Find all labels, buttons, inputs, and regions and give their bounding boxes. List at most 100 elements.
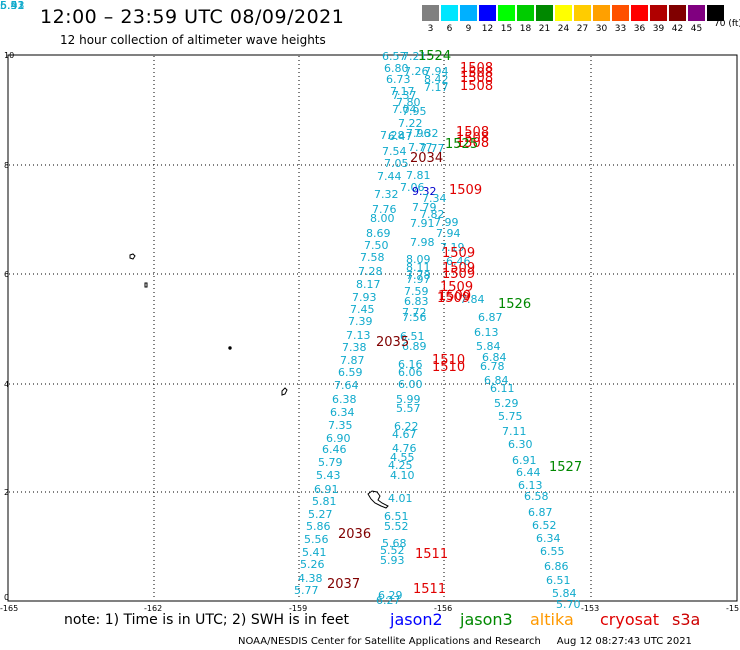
legend-swatch — [517, 5, 534, 21]
wave-height-value: 7.76 — [372, 203, 397, 216]
legend-swatch-label: 15 — [500, 24, 513, 34]
wave-height-value: 6.30 — [508, 438, 533, 451]
wave-height-value: 5.86 — [306, 520, 331, 533]
pass-time-label: 1508 — [460, 66, 494, 81]
satellite-name: cryosat — [600, 610, 660, 629]
legend-swatch-label: 12 — [481, 24, 494, 34]
wave-height-value: 4.25 — [388, 459, 413, 472]
wave-height-value: 6.00 — [398, 378, 423, 391]
footer-credit: NOAA/NESDIS Center for Satellite Applica… — [238, 636, 692, 647]
wave-height-value: 5.43 — [0, 0, 25, 12]
wave-height-value: 7.84 — [460, 293, 485, 306]
island-shape-oahu — [281, 387, 288, 396]
wave-height-value: 5.93 — [380, 554, 405, 567]
legend-swatch — [479, 5, 496, 21]
wave-height-value: 7.96 — [406, 127, 431, 140]
legend-swatch-label: 39 — [652, 24, 665, 34]
satellite-name: jason3 — [460, 610, 513, 629]
credit-text: NOAA/NESDIS Center for Satellite Applica… — [238, 636, 541, 647]
wave-height-value: 7.81 — [406, 169, 431, 182]
legend-swatch — [631, 5, 648, 21]
wave-height-value: 6.22 — [394, 420, 419, 433]
wave-height-value: 6.90 — [326, 432, 351, 445]
wave-height-value: 6.87 — [528, 506, 553, 519]
wave-height-value: 6.16 — [398, 358, 423, 371]
pass-time-label: 1508 — [460, 61, 494, 76]
longitude-label: -165 — [0, 604, 19, 613]
wave-height-value: 5.91 — [0, 0, 25, 12]
legend-swatch — [574, 5, 591, 21]
wave-height-value: 6.38 — [332, 393, 357, 406]
wave-height-value: 7.38 — [342, 341, 367, 354]
legend-swatch-label: 9 — [465, 24, 472, 34]
wave-height-value: 7.78 — [406, 269, 431, 282]
island-shape-niihau — [144, 282, 148, 288]
legend-swatch-label: 30 — [595, 24, 608, 34]
wave-height-value: 7.94 — [436, 227, 461, 240]
wave-height-value: 6.46 — [446, 255, 471, 268]
wave-height-value: 6.11 — [490, 382, 515, 395]
pass-time-label: 2035 — [376, 335, 410, 350]
wave-height-value: 7.58 — [360, 251, 385, 264]
pass-time-label: 1508 — [460, 79, 494, 94]
wave-height-value: 7.32 — [374, 188, 399, 201]
wave-height-value: 5.43 — [316, 469, 341, 482]
legend-swatch-label: 18 — [519, 24, 532, 34]
wave-height-value: 7.17 — [390, 85, 415, 98]
pass-time-label: 1525 — [445, 137, 479, 152]
wave-height-value: 6.51 — [400, 330, 425, 343]
wave-height-value: 5.99 — [396, 393, 421, 406]
wave-height-value: 5.52 — [380, 544, 405, 557]
pass-time-label: 1509 — [442, 267, 476, 282]
latitude-label: 0 — [4, 593, 10, 602]
longitude-label: -15 — [726, 604, 740, 613]
pass-time-label: 1508 — [460, 71, 494, 86]
legend-swatch-label: 36 — [633, 24, 646, 34]
wave-height-value: 7.97 — [406, 273, 431, 286]
legend-swatch — [498, 5, 515, 21]
pass-time-label: 1527 — [549, 460, 583, 475]
wave-height-value: 6.86 — [544, 560, 569, 573]
pass-time-label: 1509 — [437, 291, 471, 306]
pass-time-label: 1509 — [442, 246, 476, 261]
wave-height-value: 9.32 — [412, 185, 437, 198]
pass-time-label: 1508 — [456, 136, 490, 151]
legend-swatch — [688, 5, 705, 21]
wave-height-value: 7.93 — [352, 291, 377, 304]
legend-swatch-label: 3 — [427, 24, 434, 34]
wave-height-value: 6.87 — [478, 311, 503, 324]
wave-height-value: 7.77 — [408, 141, 433, 154]
wave-height-value: 6.51 — [546, 574, 571, 587]
wave-height-value: 7.11 — [502, 425, 527, 438]
wave-height-value: 7.45 — [350, 303, 375, 316]
big-island-shape — [367, 490, 389, 509]
wave-height-value: 6.13 — [474, 326, 499, 339]
legend-swatch — [669, 5, 686, 21]
wave-height-value: 7.04 — [392, 103, 417, 116]
map-title: 12:00 – 23:59 UTC 08/09/2021 — [40, 6, 345, 28]
wave-height-value: 6.06 — [398, 366, 423, 379]
wave-height-value: 6.34 — [330, 406, 355, 419]
wave-height-value: 6.78 — [480, 360, 505, 373]
wave-height-value: 6.27 — [376, 594, 401, 607]
latitude-label: 6 — [4, 270, 10, 279]
pass-time-label: 1509 — [440, 280, 474, 295]
satellite-name: s3a — [672, 610, 701, 629]
wave-height-value: 5.27 — [308, 508, 333, 521]
wave-height-value: 7.95 — [402, 105, 427, 118]
wave-height-value: 7.05 — [384, 157, 409, 170]
wave-height-value: 5.56 — [304, 533, 329, 546]
wave-height-value: 6.84 — [482, 351, 507, 364]
wave-height-value: 6.84 — [484, 374, 509, 387]
wave-height-value: 5.52 — [384, 520, 409, 533]
pass-time-label: 2036 — [338, 527, 372, 542]
wave-height-value: 8.00 — [370, 212, 395, 225]
wave-height-value: 7.94 — [424, 65, 449, 78]
legend-swatch-label: 33 — [614, 24, 627, 34]
wave-height-value: 6.91 — [314, 483, 339, 496]
legend-swatch — [612, 5, 629, 21]
wave-height-value: 6.73 — [386, 73, 411, 86]
wave-height-value: 7.17 — [424, 81, 449, 94]
wave-height-value: 7.39 — [348, 315, 373, 328]
legend-swatch — [536, 5, 553, 21]
